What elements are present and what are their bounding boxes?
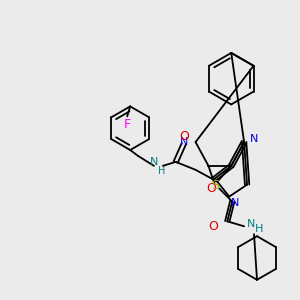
Text: O: O: [180, 130, 190, 142]
Text: N: N: [247, 219, 255, 229]
Text: O: O: [208, 220, 218, 233]
Text: N: N: [150, 157, 158, 167]
Text: N: N: [250, 134, 258, 144]
Text: H: H: [158, 166, 166, 176]
Text: S: S: [212, 179, 219, 192]
Text: F: F: [124, 118, 131, 131]
Text: O: O: [206, 182, 216, 195]
Text: N: N: [180, 137, 189, 147]
Text: N: N: [231, 197, 240, 208]
Text: H: H: [255, 224, 263, 234]
